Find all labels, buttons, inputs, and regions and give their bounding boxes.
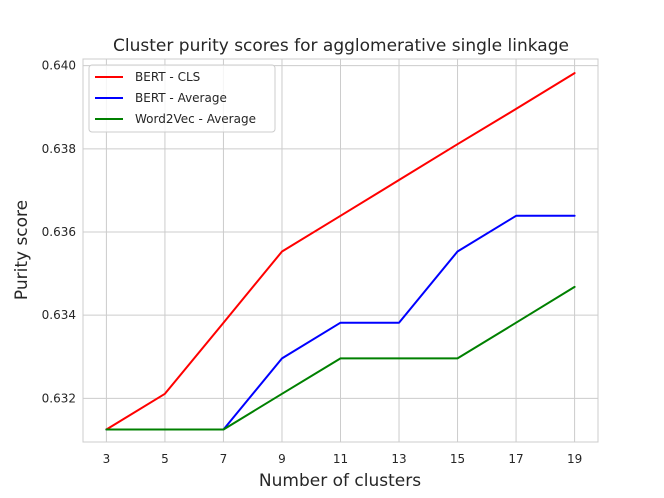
x-tick-label: 17: [508, 452, 523, 466]
y-tick-labels: 0.632 0.634 0.636 0.638 0.640: [42, 59, 76, 406]
x-tick-label: 3: [103, 452, 111, 466]
legend-label: BERT - Average: [135, 91, 227, 105]
y-tick-label: 0.640: [42, 59, 76, 73]
legend-label: Word2Vec - Average: [135, 112, 256, 126]
x-tick-label: 19: [567, 452, 582, 466]
x-tick-label: 9: [278, 452, 286, 466]
y-tick-label: 0.638: [42, 142, 76, 156]
x-tick-labels: 3 5 7 9 11 13 15 17 19: [103, 452, 583, 466]
x-tick-label: 11: [333, 452, 348, 466]
y-tick-label: 0.632: [42, 391, 76, 405]
y-tick-label: 0.636: [42, 225, 76, 239]
grid: [83, 59, 598, 442]
plot-area: [82, 58, 599, 443]
legend-box: [88, 64, 276, 133]
x-tick-label: 15: [450, 452, 465, 466]
chart-title: Cluster purity scores for agglomerative …: [113, 36, 569, 56]
x-tick-label: 5: [161, 452, 169, 466]
series-line: [105, 72, 576, 431]
legend-label: BERT - CLS: [135, 70, 200, 84]
x-axis-label: Number of clusters: [259, 471, 421, 491]
legend: BERT - CLS BERT - Average Word2Vec - Avera…: [88, 64, 276, 133]
y-axis-label: Purity score: [12, 200, 32, 300]
series-lines: [105, 72, 576, 431]
x-tick-label: 7: [220, 452, 228, 466]
series-line: [105, 285, 576, 431]
y-tick-label: 0.634: [42, 308, 76, 322]
x-tick-label: 13: [391, 452, 406, 466]
